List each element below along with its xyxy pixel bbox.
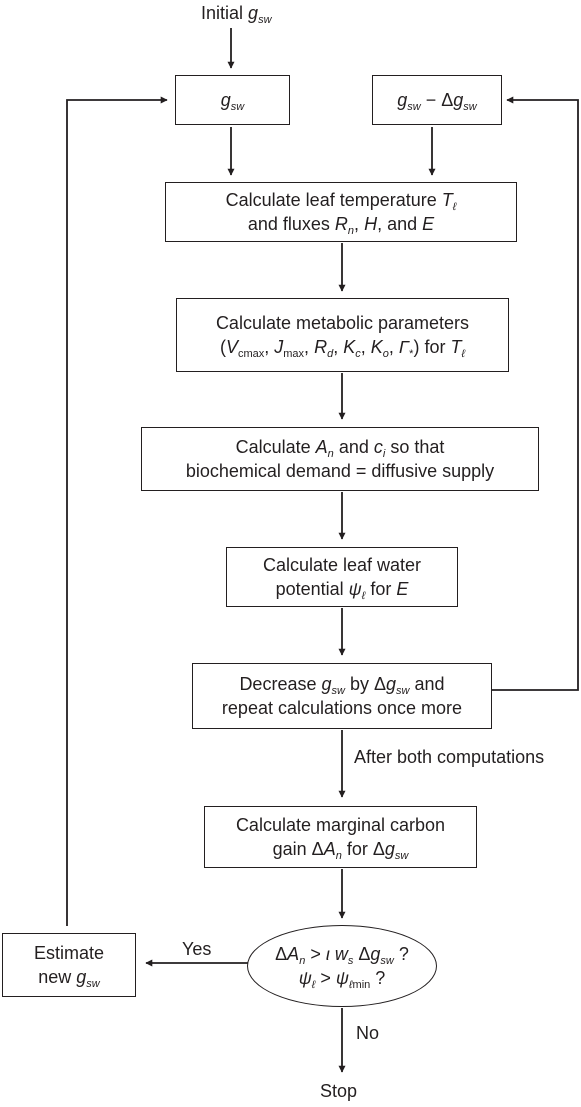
estimate-gsw-box: Estimate new gsw <box>2 933 136 997</box>
decrease-line1: Decrease gsw by Δgsw and <box>239 674 445 697</box>
initial-gsw-label: Initial gsw <box>201 3 272 26</box>
an-ci-line2: biochemical demand = diffusive supply <box>185 461 495 481</box>
marginal-line1: Calculate marginal carbon <box>235 815 446 835</box>
leaf-temperature-box: Calculate leaf temperature Tℓ and fluxes… <box>165 182 517 242</box>
decision-ellipse: ΔAn > ι ws Δgsw ? ψℓ > ψℓmin ? <box>247 925 437 1007</box>
stop-label: Stop <box>320 1081 358 1101</box>
water-line1: Calculate leaf water <box>262 555 422 575</box>
estimate-line1: Estimate <box>33 943 105 963</box>
gsw-minus-delta-symbol: gsw − Δgsw <box>397 90 477 113</box>
metabolic-line2: (Vcmax, Jmax, Rd, Kc, Ko, Γ*) for Tℓ <box>219 337 466 360</box>
initial-text: Initial <box>201 3 244 23</box>
yes-label: Yes <box>182 939 212 959</box>
arrow-decrease-loop-to-dgsw <box>492 96 579 691</box>
gsw-box: gsw <box>175 75 290 125</box>
gsw-minus-delta-box: gsw − Δgsw <box>372 75 502 125</box>
after-both-label: After both computations <box>354 747 545 767</box>
decrease-line2: repeat calculations once more <box>221 698 463 718</box>
metabolic-line1: Calculate metabolic parameters <box>215 313 470 333</box>
an-ci-box: Calculate An and ci so that biochemical … <box>141 427 539 491</box>
an-ci-line1: Calculate An and ci so that <box>235 437 445 460</box>
leaf-temp-line2: and fluxes Rn, H, and E <box>247 214 435 237</box>
decision-line2: ψℓ > ψℓmin ? <box>298 968 386 991</box>
arrow-estimate-loop-to-gsw <box>66 96 168 926</box>
leaf-temp-line1: Calculate leaf temperature Tℓ <box>225 190 457 213</box>
gsw-symbol: gsw <box>220 90 245 113</box>
no-label: No <box>356 1023 380 1043</box>
decision-line1: ΔAn > ι ws Δgsw ? <box>275 944 409 967</box>
leaf-water-potential-box: Calculate leaf water potential ψℓ for E <box>226 547 458 607</box>
decrease-gsw-box: Decrease gsw by Δgsw and repeat calculat… <box>192 663 492 729</box>
water-line2: potential ψℓ for E <box>275 579 409 602</box>
marginal-line2: gain ΔAn for Δgsw <box>272 839 409 862</box>
estimate-line2: new gsw <box>38 967 100 990</box>
metabolic-parameters-box: Calculate metabolic parameters (Vcmax, J… <box>176 298 509 372</box>
marginal-carbon-box: Calculate marginal carbon gain ΔAn for Δ… <box>204 806 477 868</box>
